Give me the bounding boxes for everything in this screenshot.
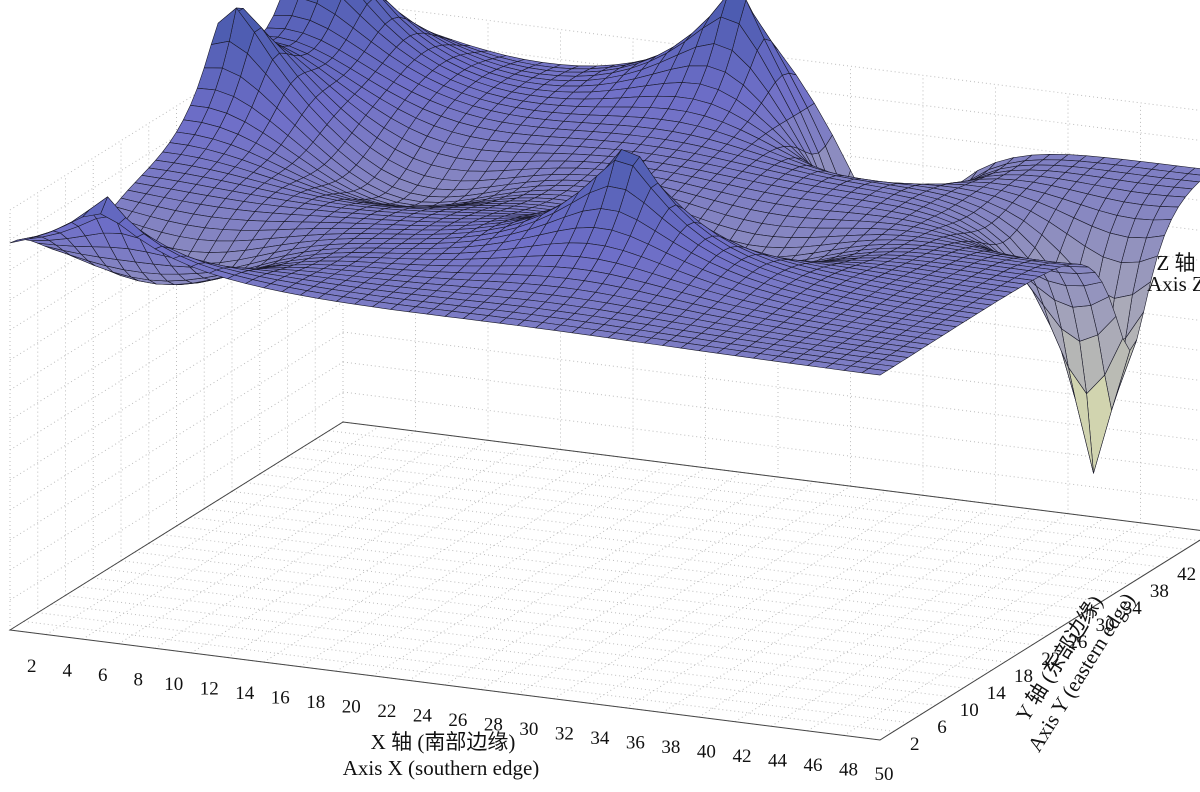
x-tick-label: 6 <box>98 665 108 686</box>
x-tick-label: 44 <box>768 751 788 772</box>
x-tick-label: 34 <box>590 728 610 749</box>
x-tick-label: 10 <box>164 674 183 695</box>
x-tick-label: 2 <box>27 656 37 677</box>
x-tick-label: 48 <box>839 760 858 781</box>
y-tick-label: 10 <box>960 700 979 721</box>
y-tick-label: 2 <box>910 734 920 755</box>
x-tick-label: 38 <box>661 737 680 758</box>
x-tick-label: 30 <box>519 719 538 740</box>
x-axis-ticks: 2 4 6 8 10 12 14 16 18 20 22 24 26 28 30 32 34 36 38 40 42 44… <box>27 656 893 785</box>
y-tick-label: 34 <box>1123 598 1143 619</box>
x-tick-label: 14 <box>235 683 255 704</box>
x-tick-label: 26 <box>448 710 467 731</box>
y-tick-label: 18 <box>1014 666 1033 687</box>
y-tick-label: 38 <box>1150 581 1169 602</box>
x-tick-label: 28 <box>484 715 503 736</box>
y-axis-ticks: 261014182226303438424650 <box>910 564 1196 755</box>
x-tick-label: 22 <box>377 701 396 722</box>
x-tick-label: 4 <box>63 661 73 682</box>
floor-plane <box>8 421 1200 741</box>
x-axis-title-line2: Axis X (southern edge) <box>343 756 540 780</box>
x-axis-title-line1: X 轴 (南部边缘) <box>371 730 516 754</box>
z-axis-title-line1: Z 轴 <box>1156 251 1195 275</box>
x-tick-label: 50 <box>875 764 894 785</box>
y-tick-label: 30 <box>1096 615 1115 636</box>
x-tick-label: 16 <box>271 688 290 709</box>
surface-mesh <box>9 0 1200 474</box>
x-tick-label: 8 <box>134 670 144 691</box>
y-tick-label: 22 <box>1041 649 1060 670</box>
x-tick-label: 12 <box>200 679 219 700</box>
y-tick-label: 14 <box>987 683 1007 704</box>
y-tick-label: 6 <box>937 717 947 738</box>
x-tick-label: 20 <box>342 697 361 718</box>
x-tick-label: 46 <box>804 755 823 776</box>
x-tick-label: 40 <box>697 742 716 763</box>
x-tick-label: 24 <box>413 706 433 727</box>
x-tick-label: 36 <box>626 733 645 754</box>
y-tick-label: 42 <box>1177 564 1196 585</box>
z-axis-title-line2: Axis Z <box>1147 272 1200 296</box>
x-tick-label: 18 <box>306 692 325 713</box>
y-tick-label: 26 <box>1068 632 1087 653</box>
x-tick-label: 32 <box>555 724 574 745</box>
x-tick-label: 42 <box>733 746 752 767</box>
